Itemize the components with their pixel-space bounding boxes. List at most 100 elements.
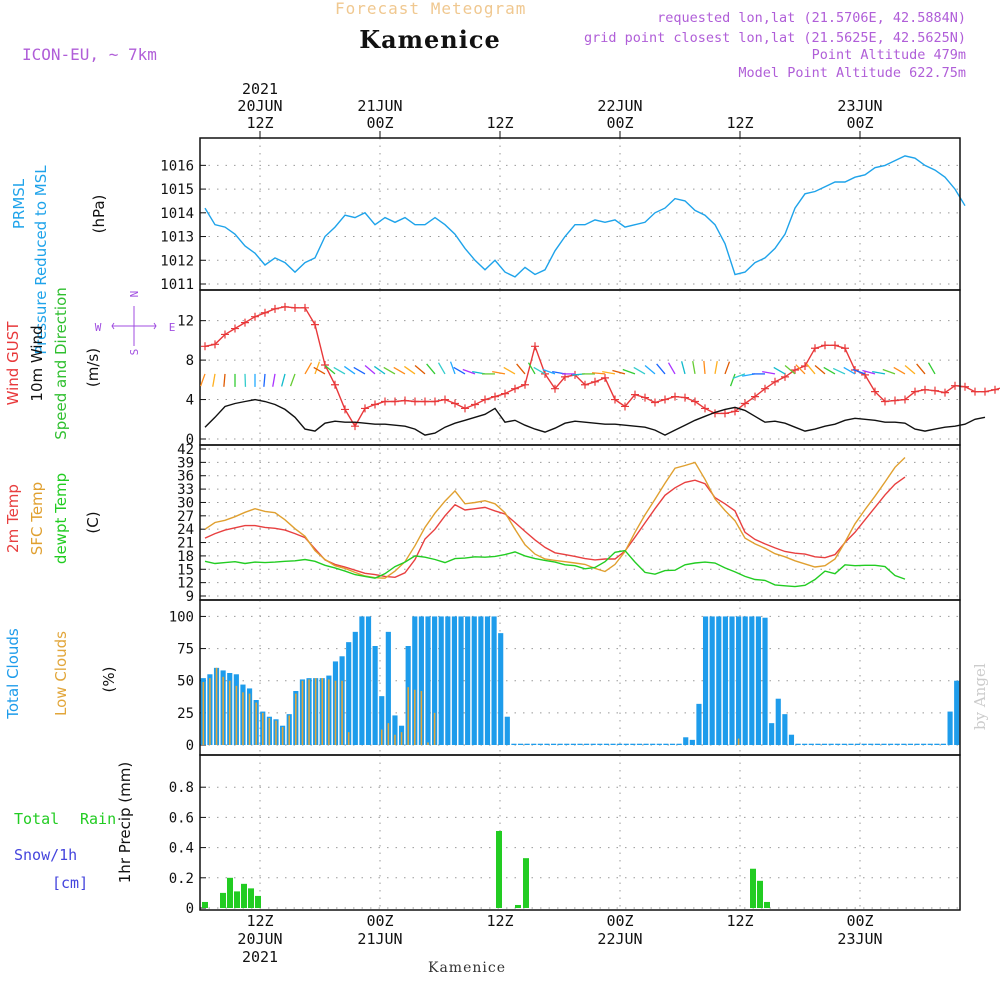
cloud-bar-total [577, 743, 583, 745]
cloud-bar-total [881, 743, 887, 745]
cloud-bar-total [425, 616, 431, 745]
gust-marker [601, 373, 609, 382]
wind-arrow [449, 361, 456, 375]
wind-arrow [437, 362, 446, 375]
wind-arrow [263, 373, 266, 387]
time-label-bottom: 00Z [606, 912, 633, 930]
gust-marker [281, 302, 289, 311]
cloud-bar-total [901, 743, 907, 745]
gust-marker [291, 303, 299, 312]
gust-marker [331, 380, 339, 389]
cloud-bar-low [202, 682, 205, 745]
time-label-bottom: 00Z [846, 912, 873, 930]
cloud-bar-total [927, 743, 933, 745]
cloud-bar-low [321, 678, 324, 745]
wind-arrow [426, 363, 436, 375]
wind-arrow [832, 367, 846, 375]
gust-marker [491, 392, 499, 401]
point-altitude: Point Altitude 479m [812, 47, 966, 63]
cloud-bar-total [815, 743, 821, 745]
time-label-bottom: 20JUN [237, 930, 282, 948]
cloud-bar-total [828, 743, 834, 745]
cloud-bar-total [544, 743, 550, 745]
ylabel-wind_label: Speed and Direction [52, 287, 70, 440]
time-label-bottom: 2021 [242, 948, 278, 966]
cloud-bar-total [491, 616, 497, 745]
y-tick-label: 1013 [160, 230, 194, 246]
cloud-bar-low [255, 702, 257, 745]
gust-marker [641, 393, 649, 402]
y-tick-label: 0 [186, 901, 194, 917]
location-title: Kamenice [359, 25, 501, 54]
cloud-bar-total [597, 743, 603, 745]
cloud-bar-total [762, 617, 768, 745]
gust-marker [651, 398, 659, 407]
gust-marker [341, 405, 349, 414]
ylabel-prmsl: PRMSL [10, 178, 28, 229]
cloud-bar-total [531, 743, 537, 745]
panel-frame [199, 137, 961, 291]
cloud-bar-total [550, 743, 557, 745]
gust-marker [671, 392, 679, 401]
y-tick-label: 12 [177, 576, 194, 592]
cloud-bar-total [432, 616, 438, 745]
wind-arrow [199, 373, 206, 387]
wind-arrow [353, 366, 366, 375]
y-tick-label: 0 [186, 738, 194, 754]
cloud-bar-total [868, 743, 874, 745]
y-tick-label: 0 [186, 432, 194, 448]
gust-marker [631, 390, 639, 399]
compass-e: E [169, 321, 176, 334]
gust-marker [781, 372, 789, 381]
wind-arrow [893, 366, 906, 375]
panel-wind: 0 4 8 12 Wind GUST 10m Wind Speed and Directio… [4, 287, 1000, 448]
cloud-bar-total [379, 696, 385, 745]
wind-arrow [591, 372, 606, 375]
wind-arrow [644, 365, 656, 375]
y-tick-label: 1016 [160, 158, 194, 174]
cloud-bar-total [749, 616, 755, 745]
ylabel-sfc_temp: SFC Temp [28, 482, 46, 555]
cloud-bar-total [841, 743, 847, 745]
time-label-bottom: 00Z [366, 912, 393, 930]
time-label-top: 21JUN [357, 97, 402, 115]
cloud-bar-total [465, 616, 471, 745]
y-tick-label: 75 [177, 642, 194, 658]
y-tick-label: 8 [186, 353, 194, 369]
y-tick-label: 24 [177, 522, 194, 538]
time-label-top: 12Z [726, 114, 753, 132]
cloud-bar-total [669, 743, 676, 745]
wind-arrow [223, 373, 226, 387]
wind-arrow [542, 368, 556, 375]
gust-marker [821, 341, 829, 350]
y-tick-label: 12 [177, 314, 194, 330]
cloud-bar-low [341, 680, 343, 745]
gust-marker [731, 407, 739, 416]
ylabel-pressure: Pressure Reduced to MSL [32, 165, 50, 355]
cloud-bar-total [821, 743, 828, 745]
time-label-bottom: 12Z [486, 912, 513, 930]
panel-clouds: 0 25 50 75 100 Total Clouds Low Clouds (%) [4, 599, 961, 756]
y-tick-label: 33 [177, 482, 194, 498]
time-label-top: 23JUN [837, 97, 882, 115]
wind-arrow [304, 362, 313, 375]
gust-marker [521, 380, 529, 389]
cloud-bar-total [907, 743, 914, 745]
cloud-bar-total [365, 616, 372, 745]
wind-arrow [667, 362, 676, 375]
time-label-bottom: 22JUN [597, 930, 642, 948]
gust-marker [951, 381, 959, 390]
cloud-bar-total [808, 743, 814, 745]
cloud-bar-total [874, 743, 880, 745]
cloud-bar-low [215, 667, 218, 745]
cloud-bar-total [412, 616, 418, 745]
cloud-bar-low [400, 732, 403, 745]
panel-precip: 0 0.2 0.4 0.6 0.8 1hr Precip (mm) Total RainSno… [14, 754, 961, 917]
precip-bar [220, 892, 226, 908]
gust-marker [321, 361, 329, 370]
wind-arrow [314, 361, 321, 375]
cloud-bar-total [352, 631, 358, 745]
cloud-bar-total [782, 714, 788, 745]
cloud-bar-low [314, 678, 317, 745]
cloud-bar-low [737, 738, 740, 745]
